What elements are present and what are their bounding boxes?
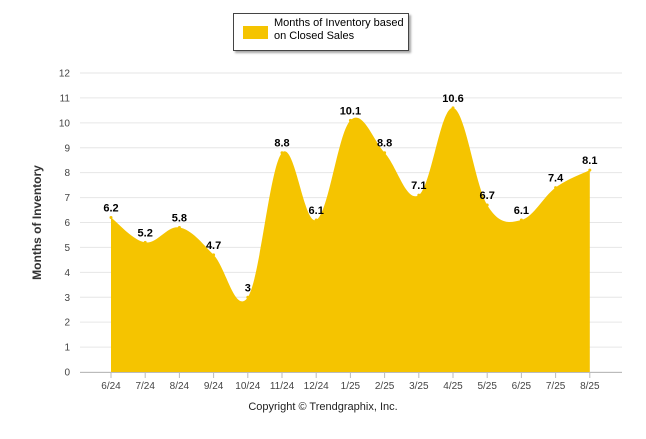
x-tick-label: 11/24 — [270, 381, 295, 392]
y-tick-label: 2 — [64, 318, 70, 329]
x-tick-label: 7/25 — [546, 381, 566, 392]
legend-swatch — [243, 26, 268, 39]
data-label: 6.2 — [103, 203, 118, 215]
data-label: 6.1 — [514, 205, 529, 217]
data-point — [554, 186, 558, 190]
y-tick-label: 10 — [59, 118, 71, 129]
data-point — [348, 118, 352, 122]
data-point — [246, 295, 250, 299]
data-label: 10.1 — [340, 105, 361, 117]
x-tick-label: 6/24 — [101, 381, 121, 392]
y-tick-label: 5 — [64, 243, 70, 254]
data-point — [280, 151, 284, 155]
data-point — [451, 106, 455, 110]
data-point — [109, 216, 113, 220]
data-label: 10.6 — [442, 93, 463, 105]
x-tick-label: 1/25 — [341, 381, 361, 392]
x-tick-label: 7/24 — [135, 381, 155, 392]
data-point — [485, 203, 489, 207]
y-tick-label: 9 — [64, 143, 70, 154]
data-point — [177, 225, 181, 229]
x-tick-label: 10/24 — [235, 381, 260, 392]
data-label: 5.2 — [138, 227, 153, 239]
data-label: 8.1 — [582, 155, 597, 167]
y-tick-label: 12 — [59, 69, 71, 80]
y-tick-label: 4 — [64, 268, 70, 279]
x-tick-label: 5/25 — [477, 381, 497, 392]
data-label: 7.4 — [548, 173, 564, 185]
y-tick-label: 1 — [64, 343, 70, 354]
data-label: 6.7 — [480, 190, 495, 202]
x-tick-label: 6/25 — [512, 381, 532, 392]
x-tick-label: 4/25 — [443, 381, 463, 392]
data-label: 7.1 — [411, 180, 426, 192]
data-label: 8.8 — [274, 138, 289, 150]
data-point — [212, 253, 216, 257]
data-point — [519, 218, 523, 222]
data-label: 8.8 — [377, 138, 392, 150]
y-tick-label: 11 — [60, 93, 71, 104]
data-point — [314, 218, 318, 222]
y-tick-label: 3 — [64, 293, 70, 304]
x-tick-label: 9/24 — [204, 381, 224, 392]
data-label: 5.8 — [172, 212, 187, 224]
y-tick-label: 8 — [64, 168, 70, 179]
data-point — [143, 240, 147, 244]
x-tick-label: 2/25 — [375, 381, 395, 392]
data-label: 6.1 — [309, 205, 324, 217]
data-point — [417, 193, 421, 197]
data-label: 4.7 — [206, 240, 221, 252]
data-point — [383, 151, 387, 155]
copyright-footer: Copyright © Trendgraphix, Inc. — [248, 401, 398, 413]
y-axis-title: Months of Inventory — [30, 165, 44, 280]
data-point — [588, 168, 592, 172]
y-tick-label: 6 — [64, 218, 70, 229]
x-tick-label: 12/24 — [304, 381, 329, 392]
x-tick-label: 8/25 — [580, 381, 600, 392]
x-tick-label: 8/24 — [170, 381, 190, 392]
y-tick-label: 0 — [64, 368, 70, 379]
legend: Months of Inventory based on Closed Sale… — [233, 13, 409, 51]
x-tick-label: 3/25 — [409, 381, 429, 392]
legend-label: Months of Inventory based on Closed Sale… — [274, 17, 404, 42]
data-label: 3 — [245, 282, 251, 294]
area-series — [111, 107, 590, 372]
y-tick-label: 7 — [64, 193, 70, 204]
